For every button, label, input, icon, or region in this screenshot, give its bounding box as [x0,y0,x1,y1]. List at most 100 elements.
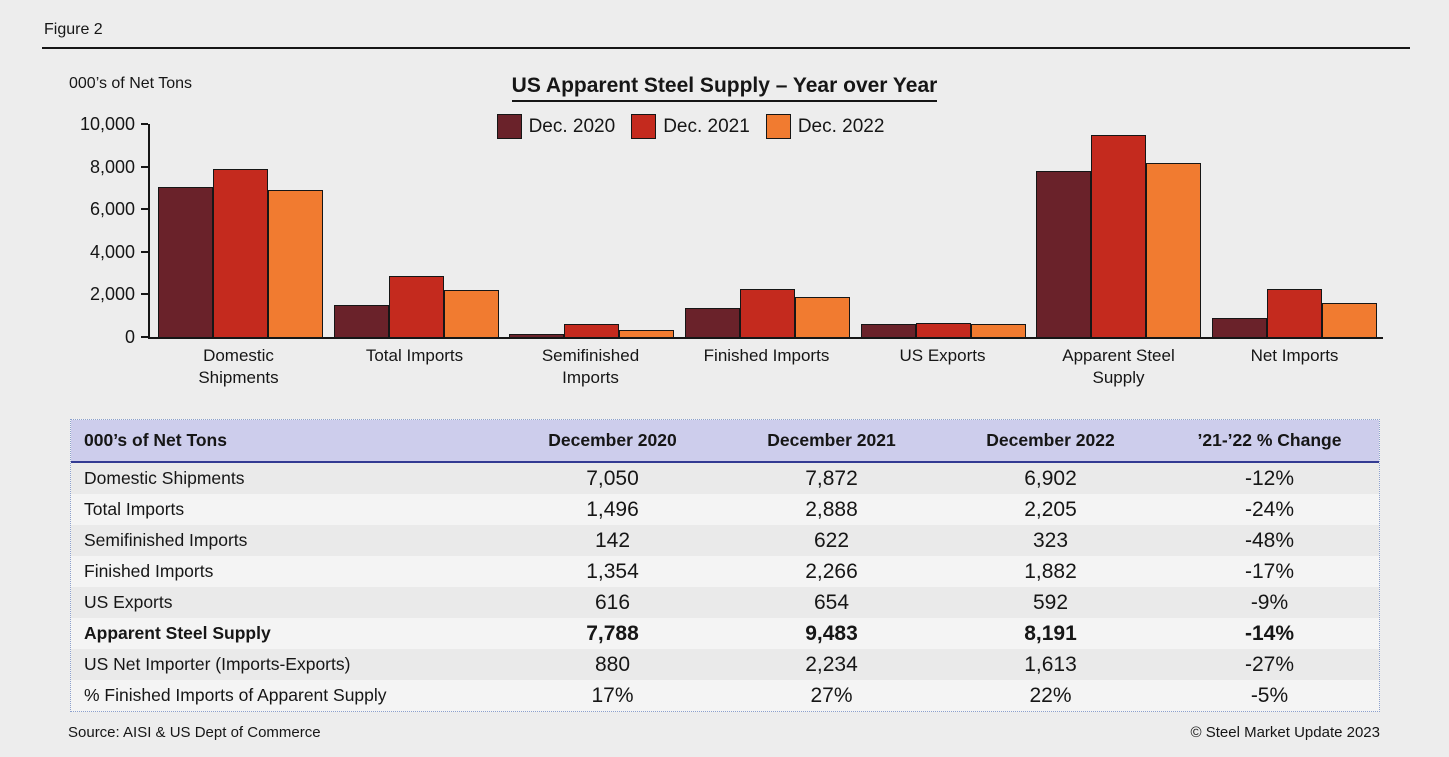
bar [1211,318,1267,337]
figure-rule [42,47,1410,49]
header-cell: December 2021 [767,430,896,450]
table-row: Domestic Shipments 7,050 7,872 6,902 -12% [71,463,1379,494]
category-label: Total Imports [365,346,464,365]
header-cell: December 2022 [986,430,1115,450]
value-cell: 8,191 [1024,621,1077,645]
table-row: % Finished Imports of Apparent Supply 17%… [71,680,1379,711]
value-cell: -14% [1244,621,1295,645]
source-text: Source: AISI & US Dept of Commerce [68,724,321,741]
bar-group [158,169,323,337]
bar [388,275,444,337]
bar [1036,171,1092,337]
legend-item: Dec. 2020 [496,114,616,139]
y-axis-tick-label: 6,000 [89,199,135,220]
value-cell: 2,888 [805,497,858,521]
bar [268,190,323,337]
table-row: Total Imports 1,496 2,888 2,205 -24% [71,494,1379,525]
value-cell: 9,483 [805,621,858,645]
y-axis-tick-label: 8,000 [89,156,135,177]
value-cell: 616 [594,590,631,614]
category-label: Finished Imports [703,346,830,365]
row-label-cell: % Finished Imports of Apparent Supply [84,685,387,705]
value-cell: 27% [810,683,853,707]
table-row: US Exports 616 654 592 -9% [71,587,1379,618]
row-label-cell: Total Imports [84,499,185,519]
y-axis-tick-label: 4,000 [89,241,135,262]
value-cell: 2,234 [805,652,858,676]
value-cell: -12% [1244,466,1295,490]
bar [564,323,620,337]
y-axis-tick [141,336,148,338]
legend: Dec. 2020 Dec. 2021 Dec. 2022 [0,114,1381,139]
y-axis-tick [141,123,148,125]
bars-row [158,135,1377,337]
bar [739,288,795,337]
y-axis-tick-label: 0 [124,327,135,347]
row-label-cell: Apparent Steel Supply [84,623,271,643]
value-cell: 22% [1029,683,1072,707]
units-label: 000’s of Net Tons [69,75,193,92]
value-cell: -17% [1244,559,1295,583]
legend-label: Dec. 2021 [663,115,750,137]
value-cell: 592 [1032,590,1069,614]
bar [1146,162,1202,337]
row-label-cell: Finished Imports [84,561,214,581]
row-label-cell: Domestic Shipments [84,468,245,488]
value-cell: 2,266 [805,559,858,583]
y-axis-tick [141,208,148,211]
plot-area: 0 2,000 4,000 6,000 8,000 10,000 [80,114,1383,347]
legend-item: Dec. 2021 [631,114,750,139]
legend-label: Dec. 2020 [528,115,616,137]
figure-label: Figure 2 [44,21,103,38]
value-cell: 2,205 [1024,497,1077,521]
bar [1321,302,1377,337]
bar [684,308,740,337]
bar-group [1211,289,1377,337]
bar-group [509,323,675,337]
bar [158,186,213,337]
value-cell: 17% [591,683,634,707]
header-cell: December 2020 [548,430,677,450]
table-row: US Net Importer (Imports-Exports) 880 2,23… [71,649,1379,680]
bar-group [1036,135,1202,337]
value-cell: 1,496 [586,497,639,521]
value-cell: 1,613 [1024,652,1077,676]
value-cell: -9% [1250,590,1289,614]
value-cell: 880 [594,652,631,676]
copyright-text: © Steel Market Update 2023 [1190,724,1381,741]
value-cell: 1,354 [586,559,639,583]
bar-group [684,288,850,337]
category-labels-row: Domestic Shipments Total Imports Semifinis… [156,345,1377,389]
bar [860,323,916,337]
row-label-cell: US Net Importer (Imports-Exports) [84,654,351,674]
bar [915,323,971,337]
category-label: US Exports [899,346,986,365]
data-table: 000’s of Net Tons December 2020 December 2… [70,419,1380,712]
value-cell: -5% [1250,683,1289,707]
chart-title-text: US Apparent Steel Supply – Year over Yea… [511,74,938,102]
value-cell: -48% [1244,528,1295,552]
value-cell: 323 [1032,528,1069,552]
y-axis-tick [141,165,148,168]
value-cell: 1,882 [1024,559,1077,583]
value-cell: 6,902 [1024,466,1077,490]
table-row: Semifinished Imports 142 622 323 -48% [71,525,1379,556]
bar [794,296,850,337]
bar-group [860,323,1026,337]
value-cell: 7,050 [586,466,639,490]
bar [213,169,268,337]
value-cell: 142 [594,528,631,552]
value-cell: 654 [813,590,850,614]
bar [333,305,389,337]
header-label-cell: 000’s of Net Tons [84,430,227,450]
bar [443,290,499,337]
category-axis: Domestic Shipments Total Imports Semifinis… [148,124,1383,387]
legend-item: Dec. 2022 [765,114,884,139]
table-row: Finished Imports 1,354 2,266 1,882 -17% [71,556,1379,587]
y-axis-tick [141,250,148,253]
table-header-row: 000’s of Net Tons December 2020 December 2… [71,420,1379,463]
table-body: Domestic Shipments 7,050 7,872 6,902 -12% Tot… [71,463,1379,711]
bar [1266,289,1322,337]
value-cell: -27% [1244,652,1295,676]
